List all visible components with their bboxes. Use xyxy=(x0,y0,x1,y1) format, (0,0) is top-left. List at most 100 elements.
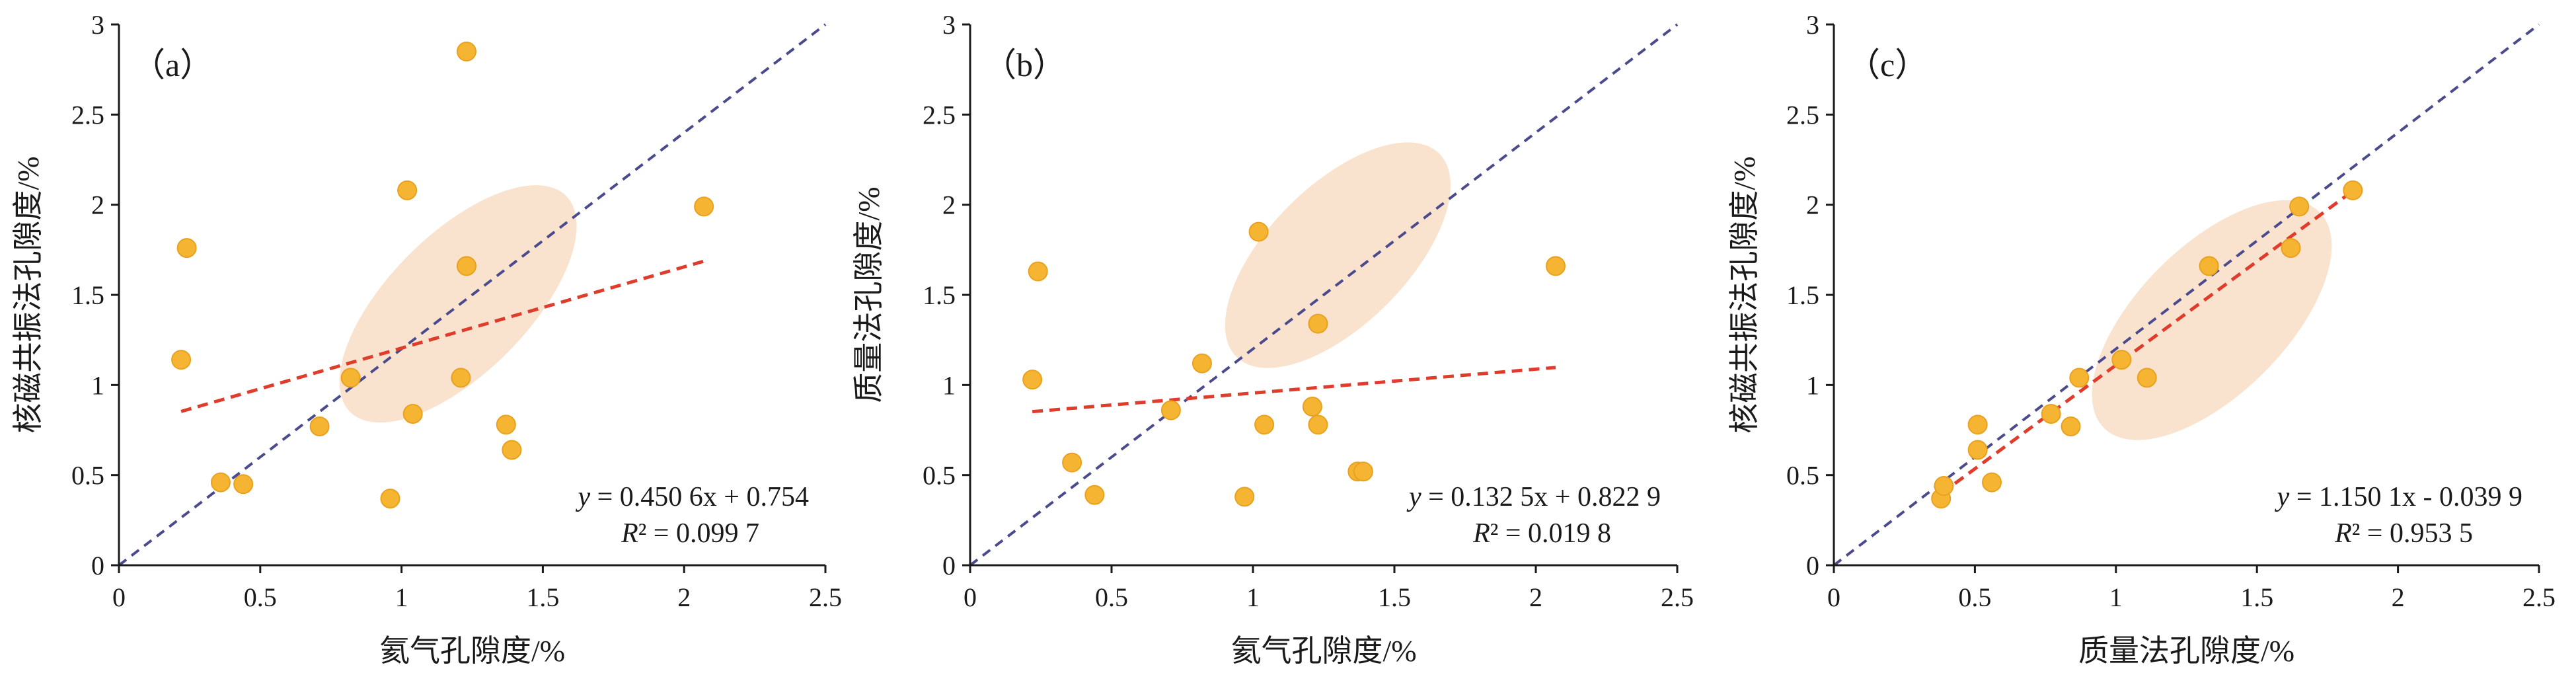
equation-y: y xyxy=(2275,482,2290,512)
r-squared-value: ² = 0.099 7 xyxy=(638,518,759,549)
data-point xyxy=(176,238,197,258)
x-axis-title: 氦气孔隙度/% xyxy=(1231,634,1416,668)
x-tick-label: 2 xyxy=(677,582,691,612)
data-point xyxy=(2137,368,2157,388)
y-tick-label: 2 xyxy=(942,190,956,220)
y-tick-label: 0.5 xyxy=(923,461,956,491)
data-point xyxy=(1353,461,1373,482)
x-tick-label: 0.5 xyxy=(1958,582,1991,612)
y-tick-label: 3 xyxy=(91,10,104,40)
y-tick-label: 1.5 xyxy=(1786,280,1819,310)
y-tick-label: 1 xyxy=(91,370,104,400)
equation-body: = 0.132 5x + 0.822 9 xyxy=(1421,482,1661,512)
x-tick-label: 2.5 xyxy=(2522,582,2556,612)
y-tick-label: 1 xyxy=(1806,370,1819,400)
x-tick-label: 0 xyxy=(1827,582,1840,612)
r-squared: R² = 0.953 5 xyxy=(2334,518,2473,549)
x-tick-label: 1.5 xyxy=(2240,582,2273,612)
equation-y: y xyxy=(1406,482,1421,512)
data-point xyxy=(1308,313,1328,334)
data-point xyxy=(397,180,418,200)
data-point xyxy=(502,440,522,460)
y-tick-label: 0.5 xyxy=(1786,461,1819,491)
data-point xyxy=(1192,353,1212,374)
regression-equation: y = 0.450 6x + 0.754 xyxy=(575,482,809,512)
data-point xyxy=(2111,350,2132,370)
data-point xyxy=(1302,397,1322,417)
data-point xyxy=(1160,400,1181,420)
y-tick-label: 0 xyxy=(942,551,956,580)
y-tick-label: 2 xyxy=(1806,190,1819,220)
data-point xyxy=(2061,417,2081,437)
data-point xyxy=(171,350,192,370)
data-point xyxy=(1084,485,1105,505)
data-point xyxy=(210,472,231,493)
regression-equation: y = 0.132 5x + 0.822 9 xyxy=(1406,482,1661,512)
x-tick-label: 1 xyxy=(2109,582,2123,612)
y-tick-label: 2.5 xyxy=(923,100,956,130)
y-tick-label: 0 xyxy=(1806,551,1819,580)
regression-equation: y = 1.150 1x - 0.039 9 xyxy=(2275,482,2522,512)
diagonal-line xyxy=(118,23,827,567)
r-squared: R² = 0.099 7 xyxy=(621,518,759,549)
panel-label: （a） xyxy=(132,46,213,83)
x-tick-label: 0 xyxy=(964,582,977,612)
data-point xyxy=(2281,238,2301,258)
data-point xyxy=(1982,472,2002,493)
data-point xyxy=(1248,221,1269,242)
x-tick-label: 0.5 xyxy=(1095,582,1128,612)
x-tick-label: 1 xyxy=(1246,582,1260,612)
y-tick-label: 2.5 xyxy=(1786,100,1819,130)
data-point xyxy=(1308,415,1328,435)
y-tick-label: 1 xyxy=(942,370,956,400)
y-axis-title: 核磁共振法孔隙度/% xyxy=(11,156,45,433)
data-point xyxy=(340,368,361,388)
equation-body: = 1.150 1x - 0.039 9 xyxy=(2289,482,2522,512)
data-point xyxy=(496,415,516,435)
data-point xyxy=(2069,368,2090,388)
data-point xyxy=(233,474,254,495)
x-tick-label: 1.5 xyxy=(526,582,559,612)
x-tick-label: 1 xyxy=(395,582,408,612)
r-squared-value: ² = 0.019 8 xyxy=(1490,518,1611,549)
y-tick-label: 3 xyxy=(1806,10,1819,40)
chart-panel-3: 0 0.5 1 1.5 2 2.5 0 0.5 1 1.5 2 2.5 3 质量法孔隙度/% 核磁共振法孔隙… xyxy=(1727,10,2556,668)
data-point xyxy=(1967,440,1988,460)
data-point xyxy=(402,403,423,424)
y-axis-title: 质量法孔隙度/% xyxy=(852,186,886,403)
diagonal-line xyxy=(969,23,1679,567)
y-tick-label: 0.5 xyxy=(71,461,104,491)
y-tick-label: 1.5 xyxy=(923,280,956,310)
regression-line xyxy=(1032,366,1556,414)
y-tick-label: 2.5 xyxy=(71,100,104,130)
x-tick-label: 2 xyxy=(1529,582,1542,612)
equation-body: = 0.450 6x + 0.754 xyxy=(590,482,809,512)
data-point xyxy=(380,489,400,509)
x-tick-label: 2.5 xyxy=(809,582,842,612)
y-tick-label: 1.5 xyxy=(71,280,104,310)
data-point xyxy=(1545,256,1566,276)
data-point xyxy=(2343,180,2363,200)
r-symbol: R xyxy=(1472,518,1490,549)
x-tick-label: 0.5 xyxy=(244,582,277,612)
x-tick-label: 2.5 xyxy=(1661,582,1694,612)
equation-y: y xyxy=(575,482,590,512)
data-point xyxy=(1062,452,1082,473)
data-point xyxy=(1254,415,1275,435)
y-axis-title: 核磁共振法孔隙度/% xyxy=(1727,156,1761,433)
x-tick-label: 2 xyxy=(2392,582,2405,612)
chart-panel-1: 0 0.5 1 1.5 2 2.5 0 0.5 1 1.5 2 2.5 3 氦气孔隙度/% 核磁共振法孔隙度… xyxy=(11,10,842,668)
y-tick-label: 2 xyxy=(91,190,104,220)
r-symbol: R xyxy=(621,518,638,549)
confidence-ellipse xyxy=(339,185,577,423)
data-point xyxy=(309,417,330,437)
data-point xyxy=(1028,261,1048,282)
chart-panel-2: 0 0.5 1 1.5 2 2.5 0 0.5 1 1.5 2 2.5 3 氦气孔隙度/% 质量法孔隙度/%… xyxy=(852,10,1694,668)
data-point xyxy=(456,256,476,276)
data-point xyxy=(1022,370,1043,390)
r-squared: R² = 0.019 8 xyxy=(1472,518,1611,549)
data-point xyxy=(451,368,471,388)
data-point xyxy=(2289,196,2310,217)
